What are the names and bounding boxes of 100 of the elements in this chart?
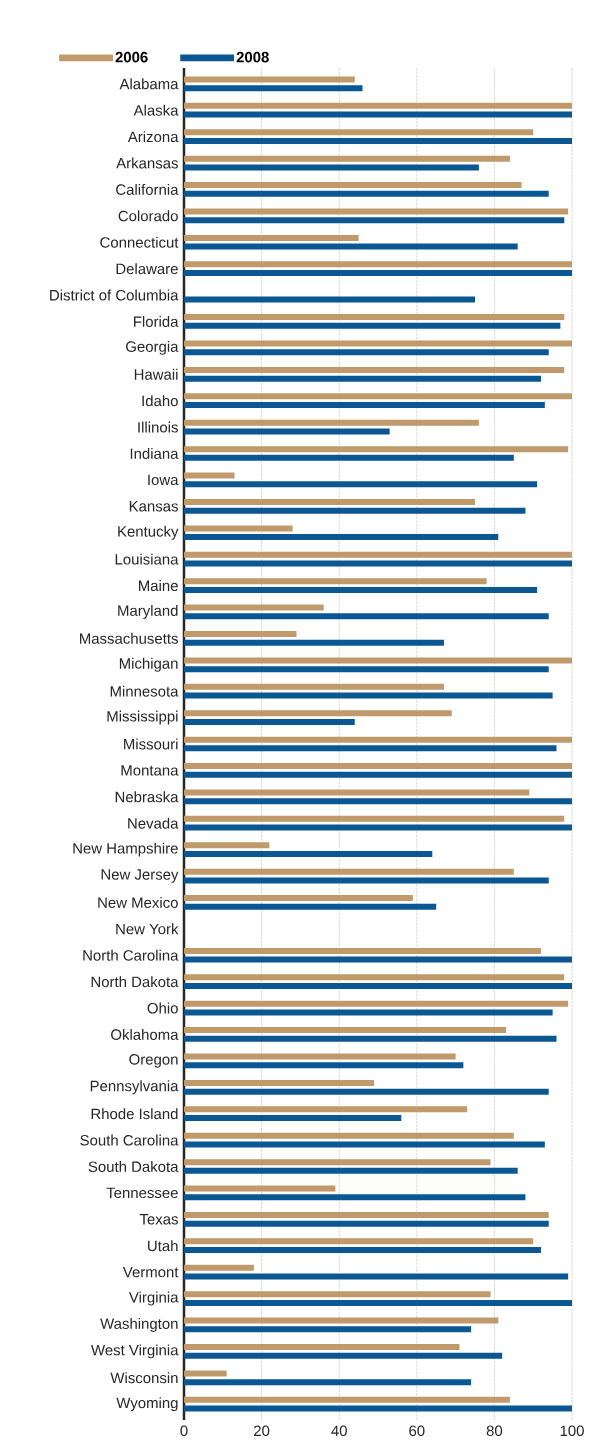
bar (184, 692, 553, 699)
bar (184, 1053, 456, 1060)
bar (184, 1344, 460, 1350)
bar (184, 340, 572, 347)
y-tick-label: New Jersey (101, 869, 179, 883)
y-tick-label: Oklahoma (111, 1028, 179, 1040)
bar (184, 428, 390, 435)
bar (184, 1115, 402, 1122)
y-tick-label: Washington (100, 1317, 178, 1332)
bar (184, 1379, 472, 1386)
y-tick-label: Nebraska (115, 791, 179, 803)
bar (184, 1291, 491, 1298)
bar (184, 683, 444, 690)
bar (184, 578, 487, 585)
bar (184, 639, 444, 646)
bar (184, 842, 270, 849)
bar (184, 763, 572, 770)
bar (184, 137, 572, 144)
x-tick-label: 80 (486, 1425, 503, 1437)
bar (184, 1211, 549, 1218)
bar (184, 1159, 491, 1166)
bar (184, 1273, 569, 1280)
bar (184, 1106, 468, 1113)
y-tick-label: Wyoming (116, 1397, 178, 1412)
bar (184, 789, 530, 796)
bar (184, 1009, 553, 1016)
bar (184, 102, 572, 109)
bar (184, 745, 557, 752)
y-tick-label: West Virginia (91, 1344, 179, 1359)
bar (184, 1405, 572, 1412)
bar (184, 1079, 375, 1086)
bar (184, 270, 572, 277)
y-tick-label: Minnesota (110, 685, 179, 697)
y-tick-label: Idaho (142, 395, 178, 407)
bar (184, 877, 549, 884)
bar (184, 1238, 534, 1245)
y-tick-label: Indiana (130, 448, 179, 459)
bar (184, 446, 569, 453)
bar (184, 850, 433, 857)
bar (184, 76, 355, 83)
y-tick-label: Kentucky (118, 525, 179, 540)
bar (184, 560, 572, 567)
bar (184, 234, 359, 241)
bar (184, 393, 572, 400)
bar (184, 631, 297, 637)
y-tick-label: Virginia (128, 1291, 179, 1306)
bar (184, 454, 514, 461)
bar (184, 956, 572, 963)
bar (184, 322, 561, 329)
bar (184, 1000, 569, 1007)
bar (184, 798, 572, 805)
bar (184, 868, 514, 875)
x-tick-label: 100 (560, 1425, 584, 1437)
bar (184, 525, 293, 532)
y-tick-label: Missouri (124, 738, 178, 750)
bar (184, 1185, 336, 1192)
y-tick-label: California (116, 183, 179, 195)
x-tick-label: 60 (409, 1425, 425, 1437)
y-tick-label: Pennsylvania (90, 1080, 179, 1095)
bar (184, 217, 565, 224)
bar (184, 85, 363, 92)
bar (184, 208, 569, 215)
y-tick-label: Delaware (116, 263, 178, 275)
bar (184, 551, 572, 558)
bar (184, 498, 475, 505)
y-tick-label: Nevada (128, 817, 179, 829)
bar (184, 190, 549, 197)
y-tick-label: Colorado (118, 210, 178, 222)
y-tick-label: Arizona (127, 131, 179, 143)
bar (184, 296, 475, 303)
y-tick-label: North Dakota (91, 976, 179, 988)
bar (184, 349, 549, 356)
y-tick-label: Utah (148, 1240, 178, 1252)
bar (184, 666, 549, 673)
bar (184, 182, 522, 189)
bar (184, 481, 538, 488)
bar (184, 1141, 545, 1148)
bar (184, 1088, 549, 1095)
y-tick-label: Tennessee (106, 1187, 178, 1199)
bar (184, 375, 541, 382)
y-tick-label: Massachusetts (80, 632, 178, 644)
bar (184, 1062, 464, 1069)
bar (184, 314, 565, 321)
y-tick-label: Wisconsin (110, 1372, 178, 1384)
y-tick-label: Oregon (129, 1054, 178, 1068)
bar (184, 1220, 549, 1227)
y-tick-label: District of Columbia (50, 289, 179, 301)
bar (184, 1317, 499, 1324)
x-tick-label: 0 (180, 1425, 188, 1437)
bar (184, 419, 479, 426)
bar (184, 613, 549, 620)
bar (184, 243, 518, 250)
legend-label: 2008 (236, 51, 269, 63)
y-tick-label: Louisiana (115, 553, 179, 565)
bar (184, 903, 437, 910)
bar (184, 1027, 507, 1034)
y-tick-label: North Carolina (83, 949, 179, 961)
y-tick-label: Florida (134, 315, 179, 327)
x-tick-label: 40 (331, 1425, 347, 1437)
y-tick-label: Rhode Island (91, 1108, 178, 1120)
